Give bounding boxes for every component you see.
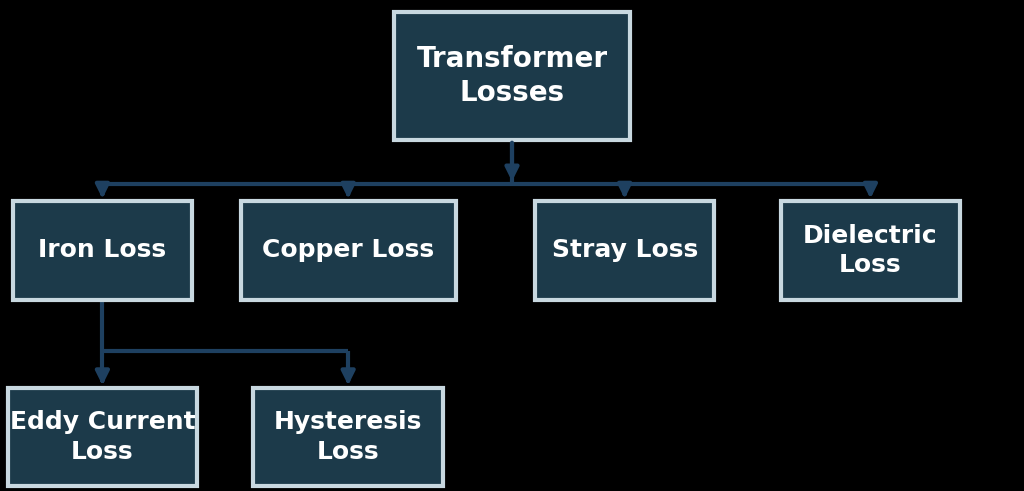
Text: Iron Loss: Iron Loss	[38, 239, 167, 262]
Text: Copper Loss: Copper Loss	[262, 239, 434, 262]
Text: Transformer
Losses: Transformer Losses	[417, 45, 607, 108]
FancyBboxPatch shape	[394, 12, 630, 140]
FancyBboxPatch shape	[13, 201, 193, 300]
FancyBboxPatch shape	[8, 388, 197, 486]
FancyBboxPatch shape	[535, 201, 715, 300]
Text: Stray Loss: Stray Loss	[552, 239, 697, 262]
Text: Dielectric
Loss: Dielectric Loss	[803, 223, 938, 277]
FancyBboxPatch shape	[241, 201, 456, 300]
Text: Hysteresis
Loss: Hysteresis Loss	[274, 410, 422, 464]
Text: Eddy Current
Loss: Eddy Current Loss	[9, 410, 196, 464]
FancyBboxPatch shape	[254, 388, 442, 486]
FancyBboxPatch shape	[780, 201, 961, 300]
